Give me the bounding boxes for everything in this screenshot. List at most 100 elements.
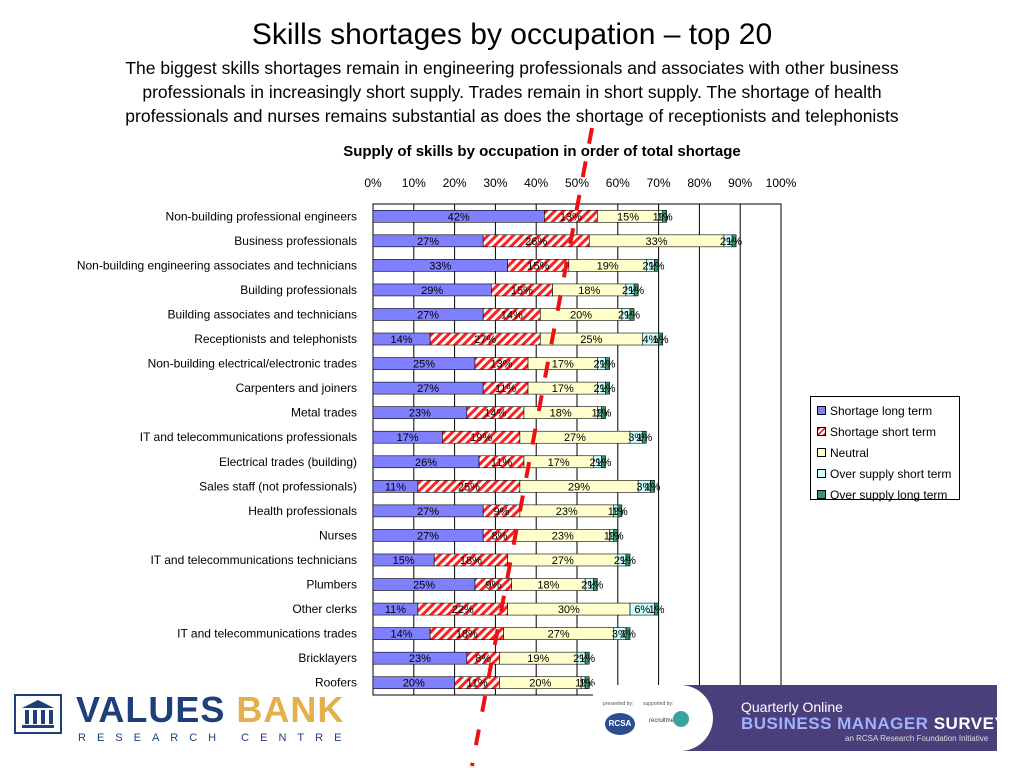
bar-data-label: 17%: [397, 432, 419, 444]
bar-data-label: 4%: [642, 334, 658, 346]
bar-data-label: 33%: [646, 236, 668, 248]
bar-data-label: 11%: [385, 481, 406, 493]
bar-data-label: 13%: [560, 211, 582, 223]
category-label: Other clerks: [292, 602, 357, 616]
bar-segment: [601, 406, 606, 419]
bar-data-label: 15%: [617, 211, 639, 223]
category-label: Plumbers: [306, 578, 357, 592]
recruitment-logo-text: recruitment: [649, 718, 680, 724]
supported-by-label: supported by:: [643, 701, 674, 707]
chart-bars: 42% 13% 15% 1%1%27% 26% 33% 2%1%33% 15% 19% 2%1%2…: [372, 209, 742, 690]
bar-data-label: 27%: [548, 629, 570, 641]
x-tick-label: 20%: [443, 176, 467, 190]
bar-segment: [650, 480, 655, 493]
banner-line-2: BUSINESS MANAGER SURVEY: [741, 714, 997, 734]
bar-data-label: 1%: [608, 530, 624, 542]
bar-segment: [731, 234, 737, 248]
bar-segment: [625, 627, 631, 640]
logo-name: VALUES BANK: [76, 690, 344, 730]
legend-label: Over supply short term: [830, 466, 952, 481]
bar-data-label: 27%: [417, 236, 439, 248]
category-label: Metal trades: [291, 406, 357, 420]
bar-data-label: 27%: [552, 555, 574, 567]
bar-data-label: 19%: [597, 260, 619, 272]
category-label: IT and telecommunications trades: [177, 627, 357, 641]
bar-data-label: 1%: [620, 629, 636, 641]
bar-data-label: 23%: [409, 653, 431, 665]
bar-data-label: 20%: [403, 678, 425, 690]
subtitle-line-1: The biggest skills shortages remain in e…: [125, 58, 899, 78]
bar-data-label: 14%: [484, 408, 506, 420]
bank-building-icon: [14, 694, 62, 734]
bar-data-label: 17%: [548, 457, 570, 469]
bar-data-label: 1%: [726, 236, 742, 248]
banner-line-3: an RCSA Research Foundation Initiative: [845, 734, 989, 743]
bar-data-label: 20%: [570, 309, 592, 321]
bar-data-label: 1%: [596, 408, 612, 420]
bar-data-label: 1%: [653, 334, 669, 346]
category-label: Non-building electrical/electronic trade…: [148, 357, 357, 371]
bar-segment: [605, 381, 610, 395]
x-tick-label: 80%: [687, 176, 711, 190]
bar-data-label: 27%: [474, 334, 496, 346]
x-tick-label: 90%: [728, 176, 752, 190]
chart-legend: Shortage long term Shortage short term N…: [810, 396, 960, 502]
bar-data-label: 11%: [466, 678, 487, 690]
bar-segment: [654, 602, 659, 616]
page-title: Skills shortages by occupation – top 20: [251, 18, 773, 51]
x-axis-ticks: 0% 10% 20% 30% 40% 50% 60% 70% 80% 90% 100%: [364, 176, 796, 190]
legend-swatch: [817, 448, 826, 457]
legend-swatch: [817, 427, 826, 436]
bar-data-label: 3%: [636, 481, 652, 493]
bar-data-label: 1%: [579, 678, 595, 690]
trend-dashed-line: [470, 127, 594, 767]
category-label: Roofers: [315, 676, 357, 690]
bar-data-label: 1%: [620, 555, 636, 567]
category-label: Health professionals: [248, 504, 357, 518]
bar-data-label: 1%: [624, 309, 640, 321]
bar-data-label: 18%: [537, 580, 559, 592]
bar-data-label: 25%: [580, 334, 602, 346]
bar-data-label: 23%: [556, 506, 578, 518]
bar-data-label: 29%: [421, 285, 443, 297]
bar-data-label: 1%: [612, 506, 628, 518]
subtitle-line-2: professionals in increasingly short supp…: [142, 82, 882, 102]
bar-data-label: 11%: [385, 604, 406, 616]
bar-data-label: 26%: [415, 457, 437, 469]
presented-by-label: presented by:: [603, 701, 634, 707]
chart-gridlines: [372, 203, 782, 696]
legend-label: Shortage short term: [830, 424, 937, 439]
legend-item-over-supply-long-term: Over supply long term: [817, 484, 959, 505]
bar-data-label: 14%: [391, 334, 413, 346]
category-label: Non-building engineering associates and …: [77, 258, 357, 272]
bar-data-label: 8%: [492, 530, 508, 542]
chart-title: Supply of skills by occupation in order …: [343, 143, 741, 160]
category-label: Building associates and technicians: [168, 307, 357, 321]
category-labels: Non-building professional engineers Busin…: [77, 209, 357, 689]
bar-data-label: 19%: [527, 653, 549, 665]
legend-label: Neutral: [830, 445, 869, 460]
category-label: Building professionals: [240, 283, 357, 297]
category-label: Business professionals: [234, 234, 357, 248]
bar-data-label: 15%: [527, 260, 549, 272]
x-tick-label: 100%: [766, 176, 797, 190]
bar-segment: [629, 308, 635, 321]
category-label: Sales staff (not professionals): [199, 479, 357, 493]
logo-name-part2: BANK: [236, 689, 345, 730]
legend-item-shortage-long-term: Shortage long term: [817, 400, 959, 421]
banner-survey-word: SURVEY: [933, 714, 997, 733]
category-label: Carpenters and joiners: [236, 381, 357, 395]
category-label: Receptionists and telephonists: [194, 332, 357, 346]
legend-item-neutral: Neutral: [817, 442, 959, 463]
bar-data-label: 22%: [452, 604, 474, 616]
bar-data-label: 3%: [628, 432, 644, 444]
bar-data-label: 1%: [649, 260, 665, 272]
bar-data-label: 3%: [612, 629, 628, 641]
banner-highlight: BUSINESS MANAGER: [741, 714, 929, 733]
bar-data-label: 1%: [600, 383, 616, 395]
category-label: Nurses: [319, 528, 357, 542]
bar-segment: [662, 209, 668, 223]
survey-banner: presented by: supported by: RCSA recruit…: [593, 685, 997, 751]
bar-data-label: 1%: [579, 653, 595, 665]
